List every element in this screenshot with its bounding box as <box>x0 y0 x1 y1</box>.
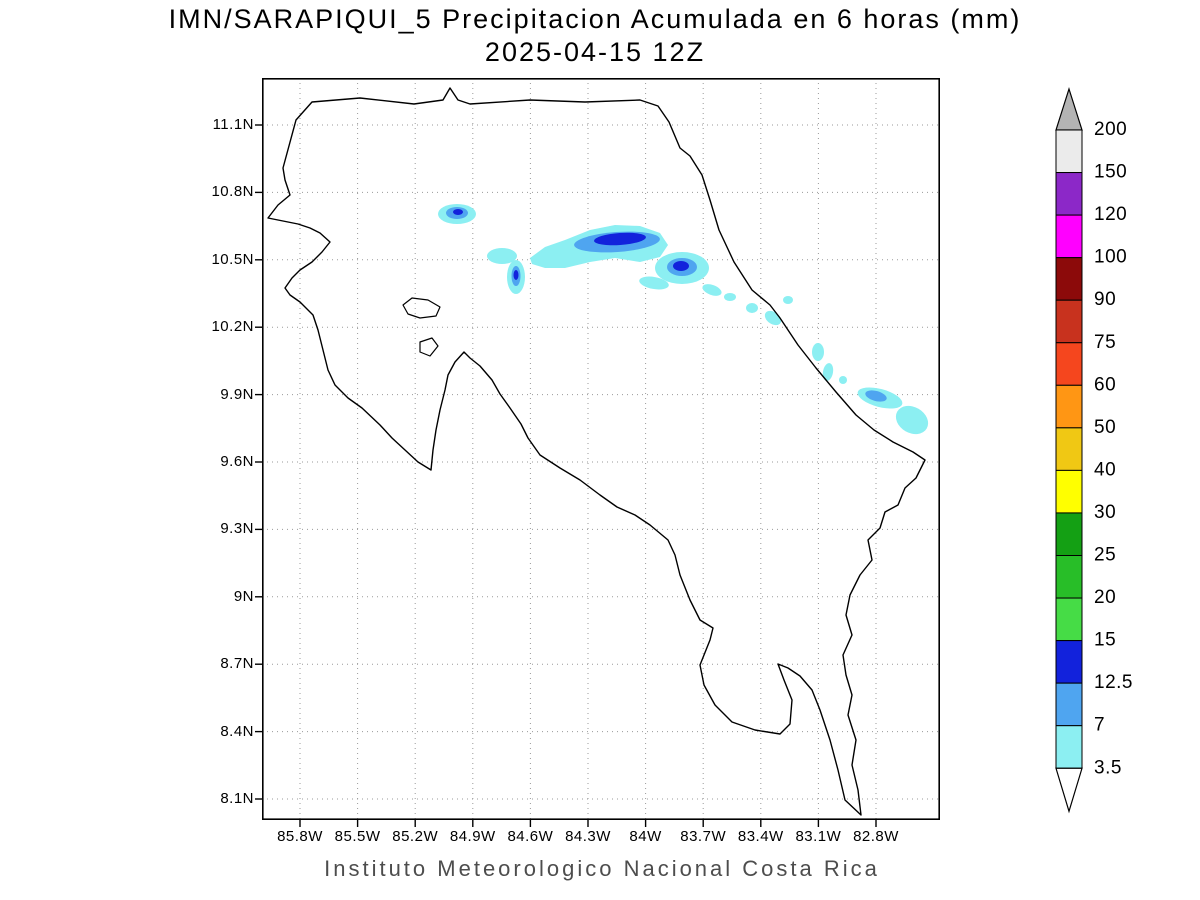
colorbar-segment-60-75 <box>1055 342 1083 386</box>
colorbar-tick-label: 200 <box>1094 119 1127 140</box>
colorbar-tick-label: 120 <box>1094 204 1127 225</box>
colorbar-tick-label: 75 <box>1094 332 1116 353</box>
axis-tick-marks <box>255 124 877 827</box>
colorbar-segment-3.5-7 <box>1055 725 1083 769</box>
colorbar-segment-15-20 <box>1055 597 1083 642</box>
colorbar-segment-20-25 <box>1055 555 1083 599</box>
coastline-layer <box>267 87 926 816</box>
y-tick-label: 9N <box>233 587 254 605</box>
y-tick-label: 8.7N <box>220 655 254 673</box>
colorbar-segment-30-40 <box>1055 469 1083 514</box>
colorbar-tick-label: 3.5 <box>1094 757 1122 778</box>
chart-title-block: IMN/SARAPIQUI_5 Precipitacion Acumulada … <box>0 4 1190 68</box>
grid-lines <box>262 78 940 820</box>
x-tick-label: 83.7W <box>680 828 727 845</box>
colorbar-tick-label: 50 <box>1094 417 1116 438</box>
colorbar-tick-label: 25 <box>1094 545 1116 566</box>
y-tick-label: 8.1N <box>220 790 254 807</box>
colorbar: 200 150 120 100 90 75 60 50 40 30 25 20 15 12.5 7 3.5 <box>1055 87 1133 814</box>
y-tick-label: 10.2N <box>211 318 254 336</box>
chart-subtitle-datetime: 2025-04-15 12Z <box>484 37 706 67</box>
x-tick-label: 83.4W <box>737 828 784 845</box>
x-tick-label: 84.3W <box>565 828 611 845</box>
colorbar-arrow-top <box>1055 87 1083 131</box>
x-tick-label: 82.8W <box>853 828 899 845</box>
colorbar-tick-label: 15 <box>1094 630 1116 651</box>
colorbar-tick-label: 40 <box>1094 459 1116 480</box>
colorbar-segment-40-50 <box>1055 427 1083 471</box>
precip-level3-shapes <box>453 209 689 280</box>
precipitation-shading <box>438 204 929 435</box>
footer-caption: Instituto Meteorologico Nacional Costa R… <box>324 856 880 881</box>
colorbar-tick-label: 7 <box>1094 715 1105 736</box>
x-tick-label: 84W <box>629 828 662 845</box>
y-tick-label: 11.1N <box>212 116 254 133</box>
y-tick-label: 8.4N <box>220 722 254 740</box>
x-tick-label: 85.5W <box>334 828 381 845</box>
colorbar-segment-12.5-15 <box>1055 640 1083 684</box>
colorbar-segment-90-100 <box>1055 257 1083 301</box>
costa-rica-coastline <box>267 87 926 816</box>
colorbar-tick-label: 100 <box>1094 247 1127 268</box>
x-tick-label: 84.6W <box>507 828 554 845</box>
colorbar-segment-50-60 <box>1055 384 1083 429</box>
chart-title: IMN/SARAPIQUI_5 Precipitacion Acumulada … <box>168 4 1022 34</box>
x-tick-label: 85.2W <box>392 828 439 845</box>
colorbar-tick-label: 150 <box>1094 162 1127 183</box>
colorbar-tick-label: 90 <box>1094 289 1116 310</box>
lake-contour-1 <box>402 297 441 319</box>
colorbar-segment-75-90 <box>1055 299 1083 344</box>
precip-level1-shapes <box>438 204 929 435</box>
colorbar-tick-label: 20 <box>1094 587 1116 608</box>
x-tick-label: 85.8W <box>277 828 323 845</box>
y-tick-label: 10.5N <box>211 250 254 268</box>
colorbar-arrow-bottom <box>1055 767 1083 814</box>
map-canvas <box>255 78 941 827</box>
y-tick-label: 10.8N <box>211 183 254 201</box>
colorbar-segment-150-200 <box>1055 129 1083 174</box>
colorbar-segment-100-120 <box>1055 214 1083 259</box>
y-tick-label: 9.3N <box>220 520 254 538</box>
x-tick-label: 83.1W <box>795 828 842 845</box>
colorbar-segment-25-30 <box>1055 512 1083 557</box>
map-frame <box>262 78 941 821</box>
colorbar-tick-label: 30 <box>1094 502 1116 523</box>
colorbar-tick-label: 12.5 <box>1094 672 1133 693</box>
y-tick-label: 9.9N <box>220 385 254 403</box>
x-tick-label: 84.9W <box>449 828 496 845</box>
colorbar-segment-7-12.5 <box>1055 682 1083 727</box>
lake-contour-2 <box>419 337 439 357</box>
colorbar-segment-120-150 <box>1055 172 1083 216</box>
y-tick-label: 9.6N <box>220 453 254 470</box>
colorbar-tick-label: 60 <box>1094 374 1116 395</box>
